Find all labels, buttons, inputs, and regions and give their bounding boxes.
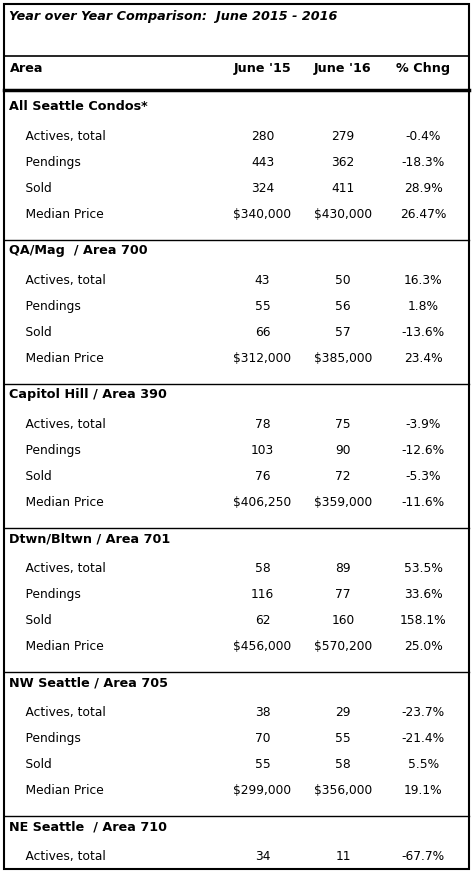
Text: 29: 29: [335, 706, 350, 719]
Text: $356,000: $356,000: [314, 784, 372, 797]
Text: Median Price: Median Price: [10, 496, 104, 509]
Text: 58: 58: [335, 758, 351, 771]
Text: Dtwn/Bltwn / Area 701: Dtwn/Bltwn / Area 701: [9, 532, 170, 545]
Text: 411: 411: [331, 182, 355, 195]
Text: 70: 70: [255, 732, 270, 745]
Text: $312,000: $312,000: [234, 352, 291, 365]
Text: 28.9%: 28.9%: [404, 182, 443, 195]
Text: 16.3%: 16.3%: [404, 274, 443, 287]
Text: $456,000: $456,000: [233, 640, 292, 653]
Text: Median Price: Median Price: [10, 640, 104, 653]
Text: 90: 90: [335, 444, 350, 457]
Text: NE Seattle  / Area 710: NE Seattle / Area 710: [9, 820, 167, 833]
Text: 55: 55: [254, 758, 271, 771]
Text: 55: 55: [335, 732, 351, 745]
Text: Capitol Hill / Area 390: Capitol Hill / Area 390: [9, 388, 167, 401]
Text: Pendings: Pendings: [10, 444, 81, 457]
Text: Pendings: Pendings: [10, 300, 81, 313]
Text: June '15: June '15: [234, 62, 291, 75]
Text: -21.4%: -21.4%: [402, 732, 445, 745]
Text: $340,000: $340,000: [234, 208, 291, 221]
Text: Median Price: Median Price: [10, 352, 104, 365]
Text: -67.7%: -67.7%: [402, 850, 445, 863]
Text: Pendings: Pendings: [10, 156, 81, 169]
Text: June '16: June '16: [314, 62, 372, 75]
Text: 25.0%: 25.0%: [404, 640, 443, 653]
Text: 78: 78: [254, 418, 271, 431]
Text: $385,000: $385,000: [314, 352, 372, 365]
Text: $570,200: $570,200: [314, 640, 372, 653]
Text: 58: 58: [254, 562, 271, 575]
Text: -3.9%: -3.9%: [406, 418, 441, 431]
Text: 158.1%: 158.1%: [400, 614, 447, 627]
Text: Area: Area: [10, 62, 44, 75]
Text: 75: 75: [335, 418, 351, 431]
Text: Pendings: Pendings: [10, 588, 81, 601]
Text: 76: 76: [255, 470, 270, 483]
Text: Median Price: Median Price: [10, 208, 104, 221]
Text: 53.5%: 53.5%: [404, 562, 443, 575]
Text: -0.4%: -0.4%: [406, 130, 441, 143]
Text: 5.5%: 5.5%: [408, 758, 439, 771]
Text: QA/Mag  / Area 700: QA/Mag / Area 700: [9, 244, 148, 257]
Text: 103: 103: [251, 444, 274, 457]
Text: 72: 72: [335, 470, 350, 483]
Text: -5.3%: -5.3%: [405, 470, 441, 483]
Text: Median Price: Median Price: [10, 784, 104, 797]
Text: 160: 160: [331, 614, 355, 627]
Text: Actives, total: Actives, total: [10, 850, 106, 863]
Text: NW Seattle / Area 705: NW Seattle / Area 705: [9, 676, 168, 689]
Text: All Seattle Condos*: All Seattle Condos*: [9, 100, 148, 113]
Text: 279: 279: [331, 130, 355, 143]
Text: -18.3%: -18.3%: [402, 156, 445, 169]
Text: 34: 34: [255, 850, 270, 863]
Text: Actives, total: Actives, total: [10, 706, 106, 719]
Text: -23.7%: -23.7%: [402, 706, 445, 719]
Text: 324: 324: [251, 182, 274, 195]
Text: -11.6%: -11.6%: [402, 496, 445, 509]
Text: $299,000: $299,000: [234, 784, 291, 797]
Text: 33.6%: 33.6%: [404, 588, 443, 601]
Text: Year over Year Comparison:  June 2015 - 2016: Year over Year Comparison: June 2015 - 2…: [9, 10, 337, 23]
Text: -12.6%: -12.6%: [402, 444, 445, 457]
Text: 57: 57: [335, 326, 351, 339]
Text: $430,000: $430,000: [314, 208, 372, 221]
Text: $406,250: $406,250: [233, 496, 292, 509]
Text: 77: 77: [335, 588, 350, 601]
Text: 38: 38: [254, 706, 271, 719]
Text: 19.1%: 19.1%: [404, 784, 443, 797]
Text: Sold: Sold: [10, 758, 52, 771]
Text: 116: 116: [251, 588, 274, 601]
Text: 89: 89: [335, 562, 351, 575]
Text: Actives, total: Actives, total: [10, 130, 106, 143]
Text: 62: 62: [255, 614, 270, 627]
Text: Actives, total: Actives, total: [10, 562, 106, 575]
Text: $359,000: $359,000: [314, 496, 372, 509]
Text: 55: 55: [254, 300, 271, 313]
Text: 280: 280: [251, 130, 274, 143]
Text: 443: 443: [251, 156, 274, 169]
Text: Sold: Sold: [10, 614, 52, 627]
Text: % Chng: % Chng: [396, 62, 450, 75]
Text: 43: 43: [255, 274, 270, 287]
Text: 26.47%: 26.47%: [400, 208, 447, 221]
Text: 50: 50: [335, 274, 351, 287]
Text: 56: 56: [335, 300, 351, 313]
Text: Actives, total: Actives, total: [10, 274, 106, 287]
Text: -13.6%: -13.6%: [402, 326, 445, 339]
Text: Pendings: Pendings: [10, 732, 81, 745]
Text: Sold: Sold: [10, 182, 52, 195]
Text: Actives, total: Actives, total: [10, 418, 106, 431]
Text: 11: 11: [335, 850, 350, 863]
Text: 23.4%: 23.4%: [404, 352, 443, 365]
Text: Sold: Sold: [10, 470, 52, 483]
Text: 66: 66: [255, 326, 270, 339]
Text: 1.8%: 1.8%: [408, 300, 439, 313]
Text: Sold: Sold: [10, 326, 52, 339]
Text: 362: 362: [331, 156, 355, 169]
